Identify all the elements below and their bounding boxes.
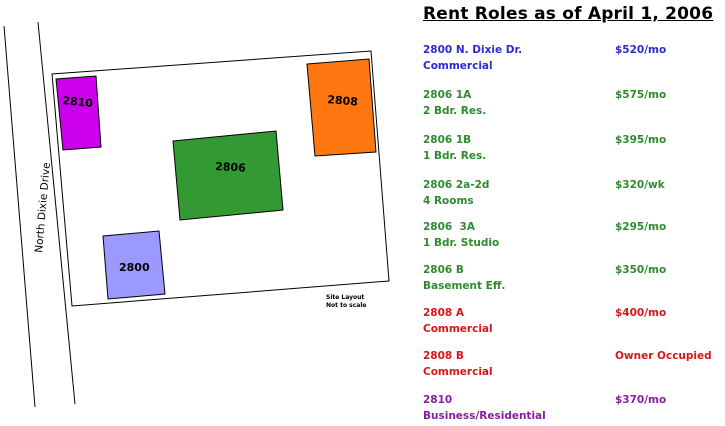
unit-rent: $370/mo [615,394,667,406]
rent-entry: 2806 B Basement Eff. $350/mo [423,262,723,294]
unit-description: 1 Bdr. Studio [423,237,500,249]
unit-name: 2808 A [423,307,465,319]
unit-rent: $395/mo [615,134,667,146]
unit-rent: $400/mo [615,307,667,319]
unit-name: 2806 B [423,264,464,276]
building-2806-label: 2806 [215,160,247,175]
site-note-line2: Not to scale [326,302,367,309]
rent-entry: 2806 2a-2d 4 Rooms $320/wk [423,177,723,209]
building-2810-label: 2810 [62,94,94,110]
unit-name: 2800 N. Dixie Dr. [423,44,523,56]
unit-rent: $295/mo [615,221,667,233]
unit-name: 2806 2a-2d [423,179,490,191]
building-2800: 2800 [102,230,166,300]
building-2808-label: 2808 [327,93,359,109]
road-edge-right [37,21,76,405]
unit-rent: $350/mo [615,264,667,276]
unit-rent: $575/mo [615,89,667,101]
unit-name: 2806 1B [423,134,472,146]
rent-entry: 2806 3A 1 Bdr. Studio $295/mo [423,219,723,251]
unit-description: 1 Bdr. Res. [423,150,487,162]
unit-description: Basement Eff. [423,280,506,292]
building-2806-shape [172,130,284,221]
building-2806: 2806 [172,130,284,221]
building-2800-shape [102,230,166,300]
building-2810: 2810 [55,75,102,151]
building-2800-label: 2800 [119,261,150,274]
rent-entry: 2808 A Commercial $400/mo [423,305,723,337]
unit-name: 2810 [423,394,453,406]
rent-entry: 2800 N. Dixie Dr. Commercial $520/mo [423,42,723,74]
building-2810-shape [55,75,102,151]
unit-rent: Owner Occupied [615,350,712,362]
unit-name: 2806 3A [423,221,475,233]
page-title: Rent Roles as of April 1, 2006 [423,4,714,24]
unit-description: 2 Bdr. Res. [423,105,487,117]
building-2808-shape [306,58,377,157]
road-edge-left [3,25,36,408]
road-label: North Dixie Drive [33,162,53,253]
site-plan: North Dixie Drive 2810 2808 2806 2800 [3,21,390,408]
unit-rent: $520/mo [615,44,667,56]
rent-entry: 2806 1A 2 Bdr. Res. $575/mo [423,87,723,119]
unit-description: 4 Rooms [423,195,474,207]
unit-description: Commercial [423,323,493,335]
site-note: Site Layout Not to scale [326,294,366,310]
building-2808: 2808 [306,58,377,157]
site-note-line1: Site Layout [326,294,365,301]
unit-name: 2808 B [423,350,464,362]
unit-description: Commercial [423,60,493,72]
rent-entry: 2806 1B 1 Bdr. Res. $395/mo [423,132,723,164]
unit-description: Business/Residential [423,410,546,422]
unit-description: Commercial [423,366,493,378]
unit-name: 2806 1A [423,89,472,101]
unit-rent: $320/wk [615,179,665,191]
rent-entry: 2810 Business/Residential $370/mo [423,392,723,424]
rent-entry: 2808 B Commercial Owner Occupied [423,348,723,380]
